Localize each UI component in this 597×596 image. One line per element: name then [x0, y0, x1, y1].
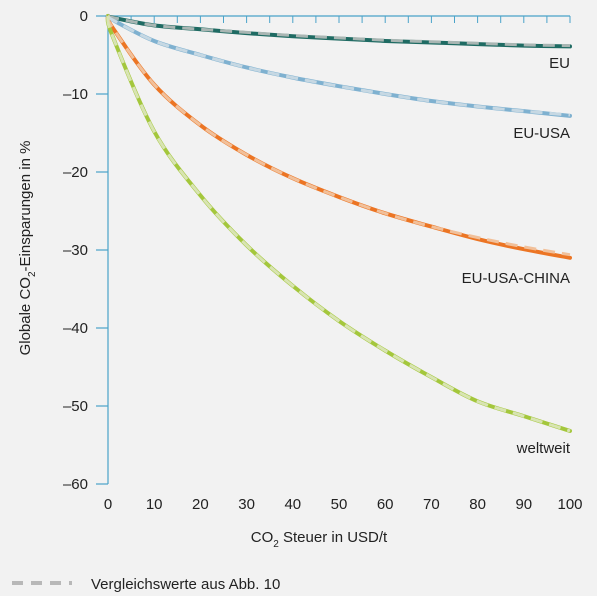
- series-line-weltweit: [105, 14, 572, 433]
- x-axis-title-sub: 2: [273, 539, 279, 550]
- series-label: EU-USA-CHINA: [462, 270, 570, 287]
- x-tick-label: 80: [469, 496, 486, 513]
- comparison-line-eu-usa-china: [106, 15, 571, 257]
- y-tick-label: –50: [63, 398, 88, 415]
- y-tick-label: –20: [63, 164, 88, 181]
- x-tick-label: 100: [557, 496, 582, 513]
- x-axis-title-rest: Steuer in USD/t: [279, 529, 388, 546]
- y-axis-title-main: Globale CO: [17, 277, 34, 355]
- x-tick-label: 50: [331, 496, 348, 513]
- y-tick-label: –10: [63, 86, 88, 103]
- y-tick-label: –30: [63, 242, 88, 259]
- series-lines: [105, 14, 572, 433]
- x-tick-label: 70: [423, 496, 440, 513]
- series-label: weltweit: [516, 440, 571, 457]
- x-axis-title: CO2 Steuer in USD/t: [251, 529, 388, 550]
- series-labels: EU EU-USA EU-USA-CHINA weltweit: [462, 55, 571, 457]
- y-axis-title: Globale CO2-Einsparungen in %: [17, 141, 38, 356]
- x-tick-label: 90: [515, 496, 532, 513]
- comparison-line-eu-usa: [106, 14, 571, 117]
- x-axis-title-main: CO: [251, 529, 274, 546]
- series-line-eu-usa: [105, 14, 572, 118]
- x-tick-label: 60: [377, 496, 394, 513]
- x-tick-label: 40: [284, 496, 301, 513]
- y-tick-label: –60: [63, 476, 88, 493]
- series-line-eu-usa-china: [105, 14, 572, 260]
- y-tick-label: 0: [80, 8, 88, 25]
- x-tick-label: 0: [104, 496, 112, 513]
- series-label: EU-USA: [513, 125, 570, 142]
- comparison-lines: [106, 14, 571, 433]
- y-axis-title-sub: 2: [27, 271, 38, 277]
- x-tick-label: 20: [192, 496, 209, 513]
- x-tick-label: 30: [238, 496, 255, 513]
- x-tick-label: 10: [146, 496, 163, 513]
- axes: 0 –10 –20 –30 –40 –50 –60 0 10 20 30 40 50 60 70 80 90 10…: [63, 8, 583, 513]
- series-label: EU: [549, 55, 570, 72]
- y-axis-title-rest: -Einsparungen in %: [17, 141, 34, 272]
- legend-label: Vergleichswerte aus Abb. 10: [91, 576, 280, 593]
- comparison-line-eu: [106, 14, 571, 48]
- legend: Vergleichswerte aus Abb. 10: [12, 576, 280, 593]
- comparison-line-weltweit: [106, 15, 571, 433]
- y-tick-label: –40: [63, 320, 88, 337]
